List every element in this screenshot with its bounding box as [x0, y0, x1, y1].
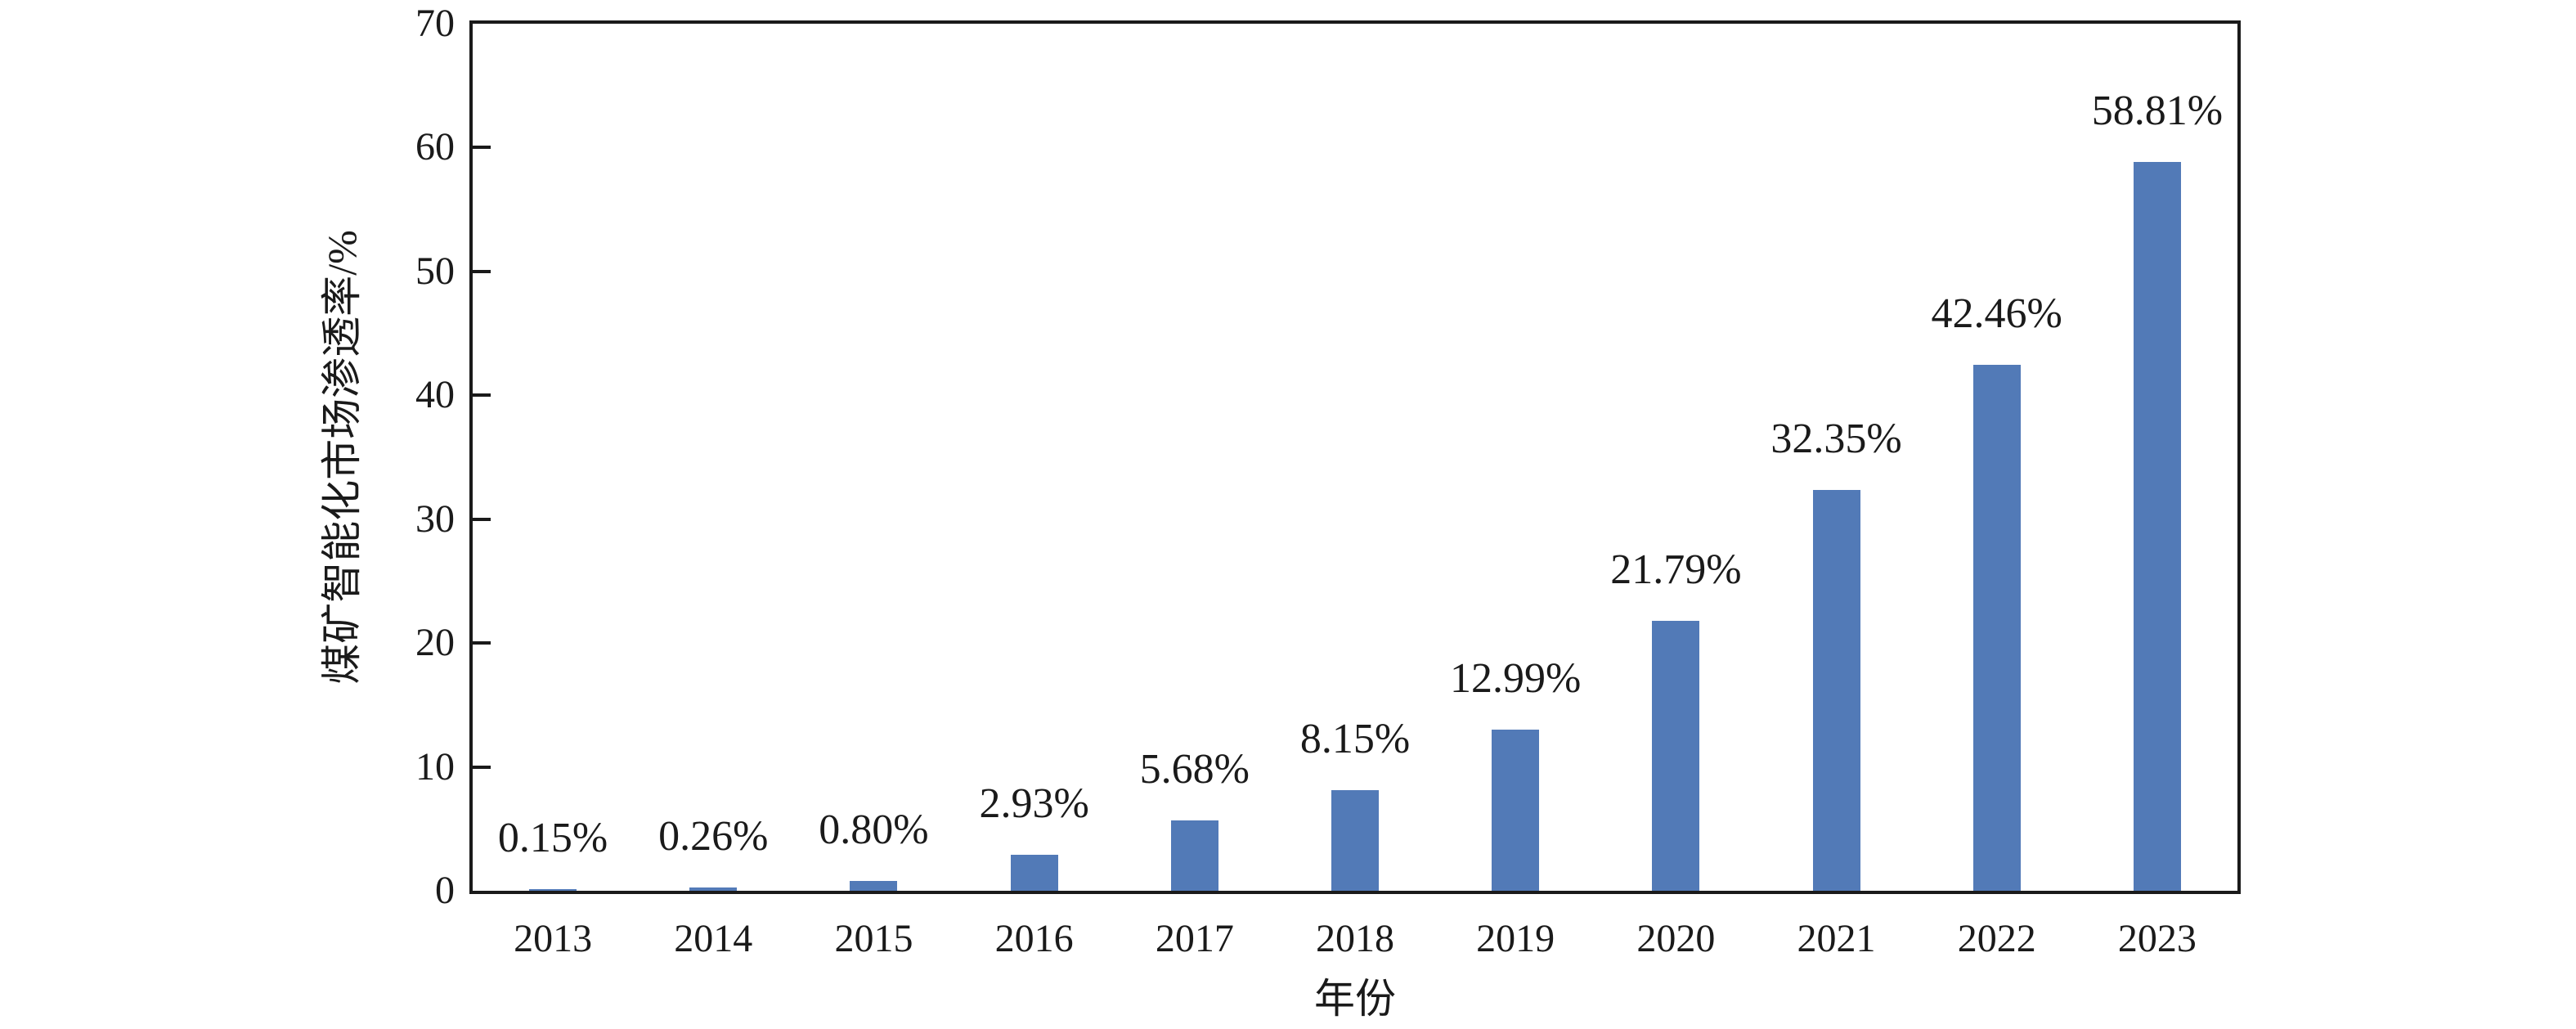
- x-axis-title: 年份: [1314, 976, 1396, 1022]
- bar: [1652, 621, 1700, 891]
- x-tick-label: 2014: [674, 917, 753, 960]
- bar: [2133, 162, 2181, 891]
- bar: [529, 888, 577, 891]
- bar: [1331, 789, 1379, 891]
- x-tick-label: 2023: [2117, 917, 2197, 960]
- bar-value-label: 0.80%: [819, 806, 929, 853]
- bar: [689, 887, 738, 891]
- x-tick-label: 2017: [1155, 917, 1234, 960]
- bar-value-label: 21.79%: [1610, 546, 1742, 594]
- bar-value-label: 5.68%: [1139, 746, 1250, 793]
- bar-value-label: 58.81%: [2091, 88, 2224, 135]
- y-axis-tick: [473, 641, 491, 645]
- y-tick-label: 60: [415, 125, 455, 169]
- x-tick-label: 2013: [514, 917, 593, 960]
- bar-value-label: 8.15%: [1299, 715, 1411, 762]
- bar: [1972, 365, 2021, 891]
- bar-value-label: 32.35%: [1770, 416, 1902, 463]
- y-axis-tick: [473, 269, 491, 273]
- y-axis-tick: [473, 517, 491, 521]
- bar: [1812, 490, 1860, 891]
- bar: [850, 880, 898, 891]
- y-tick-label: 10: [415, 744, 455, 789]
- x-tick-label: 2018: [1316, 917, 1394, 960]
- plot-area: 0.15% 0.26% 0.80% 2.93% 5.68% 8.15% 12.99% 21.7…: [469, 20, 2241, 894]
- y-axis-tick: [473, 765, 491, 769]
- x-tick-label: 2019: [1476, 917, 1555, 960]
- bar-value-label: 42.46%: [1931, 290, 2062, 338]
- x-tick-label: 2016: [994, 917, 1074, 960]
- x-tick-label: 2020: [1636, 917, 1716, 960]
- bar: [1010, 854, 1058, 891]
- y-tick-label: 20: [415, 621, 455, 665]
- y-axis-tick: [473, 393, 491, 398]
- bar-value-label: 2.93%: [979, 780, 1089, 827]
- bar-value-label: 12.99%: [1450, 655, 1582, 703]
- y-axis-title: 煤矿智能化市场渗透率/%: [319, 230, 365, 685]
- bar-value-label: 0.26%: [658, 813, 769, 860]
- x-tick-label: 2022: [1957, 917, 2036, 960]
- bar: [1492, 730, 1540, 891]
- bar-value-label: 0.15%: [497, 814, 608, 861]
- y-tick-label: 30: [415, 497, 455, 541]
- x-tick-label: 2021: [1797, 917, 1876, 960]
- y-axis-tick: [473, 146, 491, 150]
- y-tick-label: 50: [415, 249, 455, 293]
- bar: [1170, 820, 1218, 891]
- y-tick-label: 0: [435, 869, 455, 912]
- x-tick-label: 2015: [834, 917, 913, 960]
- y-tick-label: 40: [415, 373, 455, 417]
- y-tick-label: 70: [415, 2, 455, 45]
